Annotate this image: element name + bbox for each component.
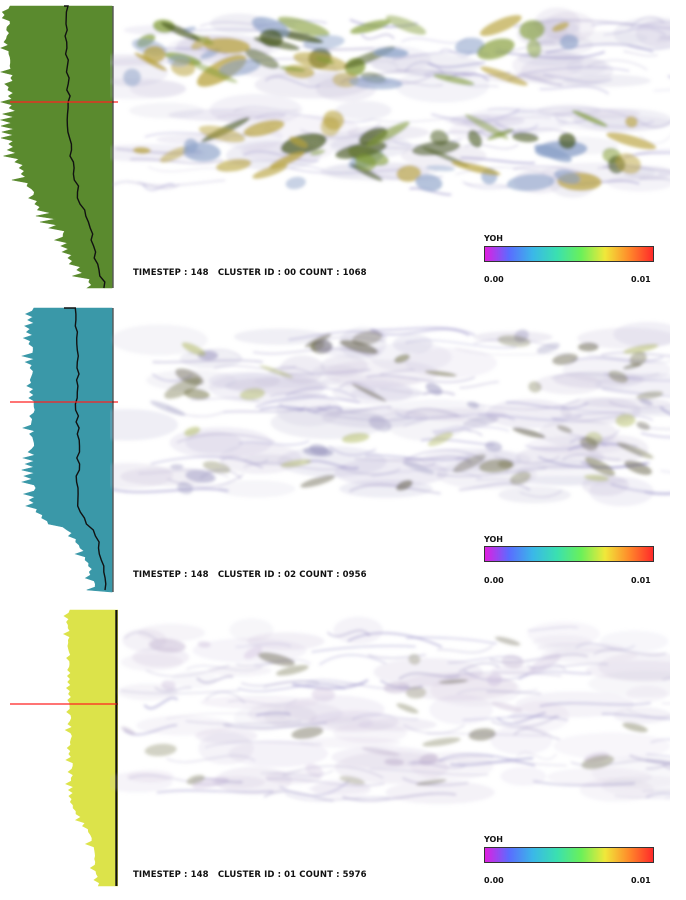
volume-rendering xyxy=(110,7,670,198)
flow-structures xyxy=(110,321,670,507)
median-line xyxy=(64,307,107,591)
cluster-panel: TIMESTEP : 148 CLUSTER ID : 00 COUNT : 1… xyxy=(0,0,686,296)
colorbar-title: YOH xyxy=(484,234,504,243)
colorbar-min-label: 0.00 xyxy=(484,876,504,885)
profile-area xyxy=(63,609,118,887)
colorbar-max-label: 0.01 xyxy=(631,876,651,885)
cluster-caption: TIMESTEP : 148 CLUSTER ID : 00 COUNT : 1… xyxy=(133,268,367,278)
colorbar xyxy=(484,847,654,863)
colorbar-min-label: 0.00 xyxy=(484,275,504,284)
colorbar-title: YOH xyxy=(484,835,504,844)
flow-structures xyxy=(110,7,670,198)
volume-rendering xyxy=(110,321,670,507)
cluster-profile-plot xyxy=(0,5,118,289)
cluster-panel: TIMESTEP : 148 CLUSTER ID : 02 COUNT : 0… xyxy=(0,302,686,598)
median-line xyxy=(64,5,106,289)
colorbar-title: YOH xyxy=(484,535,504,544)
colorbar-max-label: 0.01 xyxy=(631,275,651,284)
cluster-profile-plot xyxy=(10,307,118,593)
cluster-caption: TIMESTEP : 148 CLUSTER ID : 02 COUNT : 0… xyxy=(133,570,367,580)
cluster-profile-plot xyxy=(10,609,118,887)
profile-area xyxy=(0,5,113,289)
cluster-caption: TIMESTEP : 148 CLUSTER ID : 01 COUNT : 5… xyxy=(133,870,367,880)
colorbar xyxy=(484,246,654,262)
colorbar-max-label: 0.01 xyxy=(631,576,651,585)
profile-area xyxy=(21,307,113,593)
flow-structures xyxy=(110,616,670,805)
cluster-panel: TIMESTEP : 148 CLUSTER ID : 01 COUNT : 5… xyxy=(0,604,686,900)
volume-rendering xyxy=(110,616,670,805)
colorbar xyxy=(484,546,654,562)
colorbar-min-label: 0.00 xyxy=(484,576,504,585)
